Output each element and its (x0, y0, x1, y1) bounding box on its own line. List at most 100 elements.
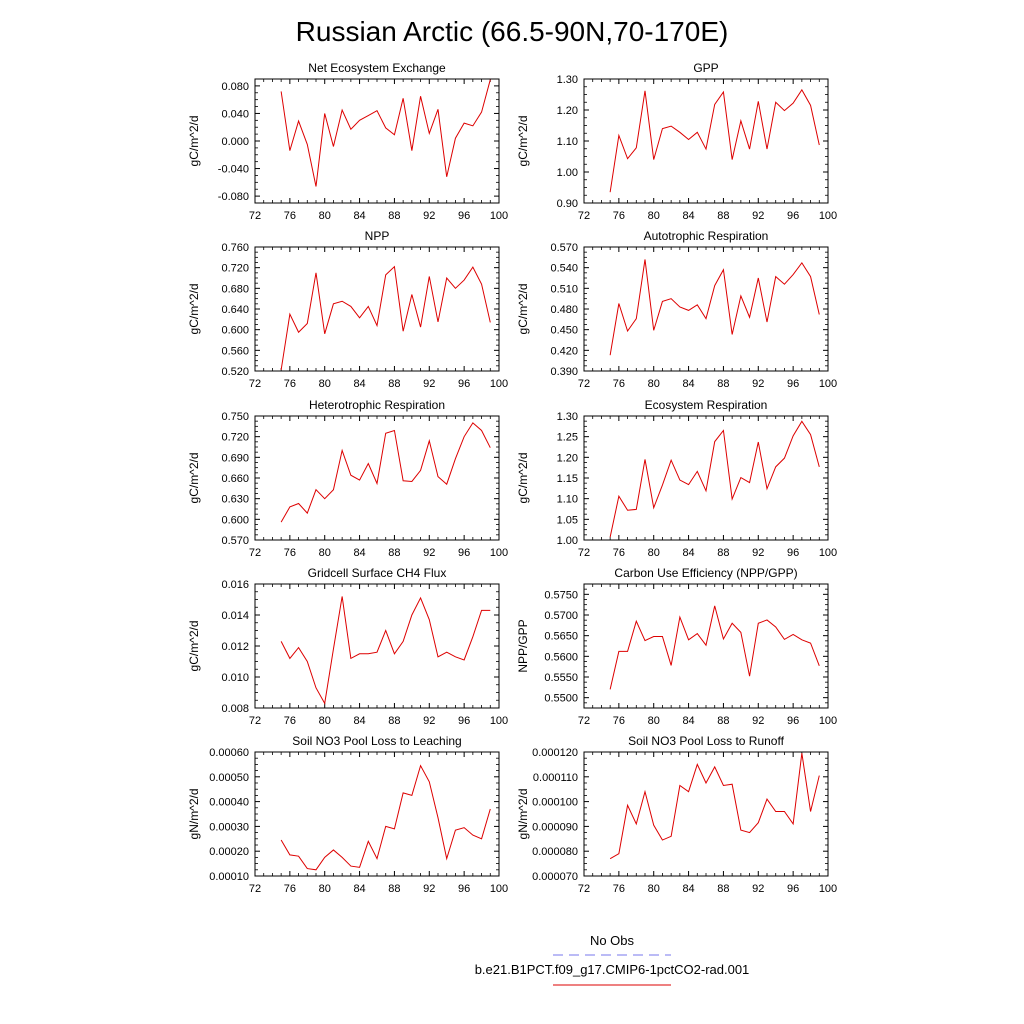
x-tick-label: 76 (284, 883, 296, 895)
y-tick-label: 0.010 (221, 672, 249, 684)
y-tick-label: -0.040 (218, 164, 249, 176)
y-tick-label: 0.560 (221, 345, 249, 357)
x-tick-label: 72 (578, 547, 590, 559)
y-tick-label: 0.000090 (532, 821, 578, 833)
y-tick-label: 1.00 (557, 167, 578, 179)
y-tick-label: 1.10 (557, 136, 578, 148)
series-line (280, 596, 491, 705)
y-axis-label: gC/m^2/d (516, 284, 530, 335)
x-tick-label: 100 (490, 715, 508, 727)
legend-obs-label: No Obs (590, 933, 635, 948)
y-tick-label: 0.630 (221, 494, 249, 506)
x-tick-label: 88 (388, 547, 400, 559)
panel-title: GPP (693, 61, 718, 75)
y-tick-label: 0.5750 (544, 589, 578, 601)
y-tick-label: 1.10 (557, 494, 578, 506)
x-tick-label: 72 (578, 210, 590, 222)
y-tick-label: 0.750 (221, 411, 249, 423)
series-line (280, 265, 491, 371)
panel-net-ecosystem-exchange: Net Ecosystem Exchange gC/m^2/d 72 76 80 84 88… (187, 61, 508, 222)
x-tick-label: 80 (319, 883, 331, 895)
y-tick-label: 0.390 (550, 366, 578, 378)
x-tick-label: 72 (578, 883, 590, 895)
panel-title: Soil NO3 Pool Loss to Leaching (292, 734, 461, 748)
y-tick-label: 1.20 (557, 105, 578, 117)
series-line (609, 605, 820, 690)
y-axis-label: gN/m^2/d (516, 789, 530, 840)
panel-title: Carbon Use Efficiency (NPP/GPP) (614, 566, 797, 580)
y-tick-label: 0.540 (550, 263, 578, 275)
x-tick-label: 88 (717, 883, 729, 895)
panel-gridcell-surface-ch4-flux: Gridcell Surface CH4 Flux gC/m^2/d 72 76 80 8… (187, 566, 508, 727)
x-tick-label: 96 (787, 210, 799, 222)
plot-frame (583, 751, 829, 877)
x-tick-label: 84 (353, 715, 365, 727)
y-tick-label: 1.20 (557, 452, 578, 464)
x-tick-label: 76 (284, 210, 296, 222)
y-tick-label: 0.600 (221, 325, 249, 337)
x-tick-label: 100 (490, 547, 508, 559)
x-tick-label: 100 (819, 210, 837, 222)
x-tick-label: 80 (648, 547, 660, 559)
x-tick-label: 80 (648, 883, 660, 895)
x-tick-label: 92 (752, 715, 764, 727)
panel-ecosystem-respiration: Ecosystem Respiration gC/m^2/d 72 76 80 84 88 9… (516, 398, 837, 559)
y-tick-label: 1.25 (557, 432, 578, 444)
x-tick-label: 80 (319, 210, 331, 222)
y-tick-label: 0.00020 (209, 846, 249, 858)
x-tick-label: 76 (284, 378, 296, 390)
panel-gpp: GPP gC/m^2/d 72 76 80 84 88 92 96 100 1.30 1.20 1.10… (516, 61, 837, 222)
x-tick-label: 72 (249, 883, 261, 895)
y-tick-label: 0.00030 (209, 821, 249, 833)
x-tick-label: 100 (490, 378, 508, 390)
x-tick-label: 88 (717, 378, 729, 390)
x-tick-label: 72 (578, 378, 590, 390)
y-tick-label: 0.00050 (209, 772, 249, 784)
plot-frame (254, 583, 500, 709)
x-tick-label: 88 (388, 715, 400, 727)
x-tick-label: 96 (458, 883, 470, 895)
y-tick-label: 0.760 (221, 242, 249, 254)
x-tick-label: 92 (752, 547, 764, 559)
series-line (609, 420, 820, 538)
y-tick-label: 0.690 (221, 452, 249, 464)
y-tick-label: 1.05 (557, 514, 578, 526)
panel-title: Heterotrophic Respiration (309, 398, 445, 412)
x-tick-label: 88 (388, 883, 400, 895)
series-line (609, 88, 820, 193)
y-tick-label: 0.660 (221, 473, 249, 485)
y-tick-label: 0.90 (557, 198, 578, 210)
y-tick-label: 0.5700 (544, 610, 578, 622)
panel-title: Ecosystem Respiration (645, 398, 768, 412)
y-tick-label: 0.000110 (533, 772, 578, 784)
plot-frame (254, 78, 500, 204)
y-tick-label: 0.570 (221, 535, 249, 547)
x-tick-label: 96 (458, 547, 470, 559)
y-tick-label: 0.040 (221, 108, 249, 120)
y-axis-label: gC/m^2/d (516, 453, 530, 504)
x-tick-label: 96 (787, 547, 799, 559)
x-tick-label: 76 (613, 715, 625, 727)
y-tick-label: 0.640 (221, 304, 249, 316)
y-tick-label: 0.480 (550, 304, 578, 316)
y-tick-label: 0.008 (221, 703, 249, 715)
panel-grid: Net Ecosystem Exchange gC/m^2/d 72 76 80 84 88… (187, 61, 837, 895)
x-tick-label: 100 (819, 883, 837, 895)
x-tick-label: 92 (423, 210, 435, 222)
x-tick-label: 84 (682, 883, 694, 895)
x-tick-label: 88 (388, 210, 400, 222)
y-tick-label: 0.016 (221, 579, 249, 591)
x-tick-label: 92 (752, 210, 764, 222)
x-tick-label: 100 (819, 715, 837, 727)
x-tick-label: 84 (353, 378, 365, 390)
x-tick-label: 80 (648, 210, 660, 222)
x-tick-label: 96 (458, 378, 470, 390)
x-tick-label: 92 (423, 378, 435, 390)
x-tick-label: 84 (353, 547, 365, 559)
y-axis-label: gC/m^2/d (187, 453, 201, 504)
x-tick-label: 72 (249, 378, 261, 390)
x-tick-label: 92 (423, 883, 435, 895)
y-axis-label: gC/m^2/d (516, 116, 530, 167)
x-tick-label: 84 (682, 715, 694, 727)
y-tick-label: 0.5500 (544, 693, 578, 705)
